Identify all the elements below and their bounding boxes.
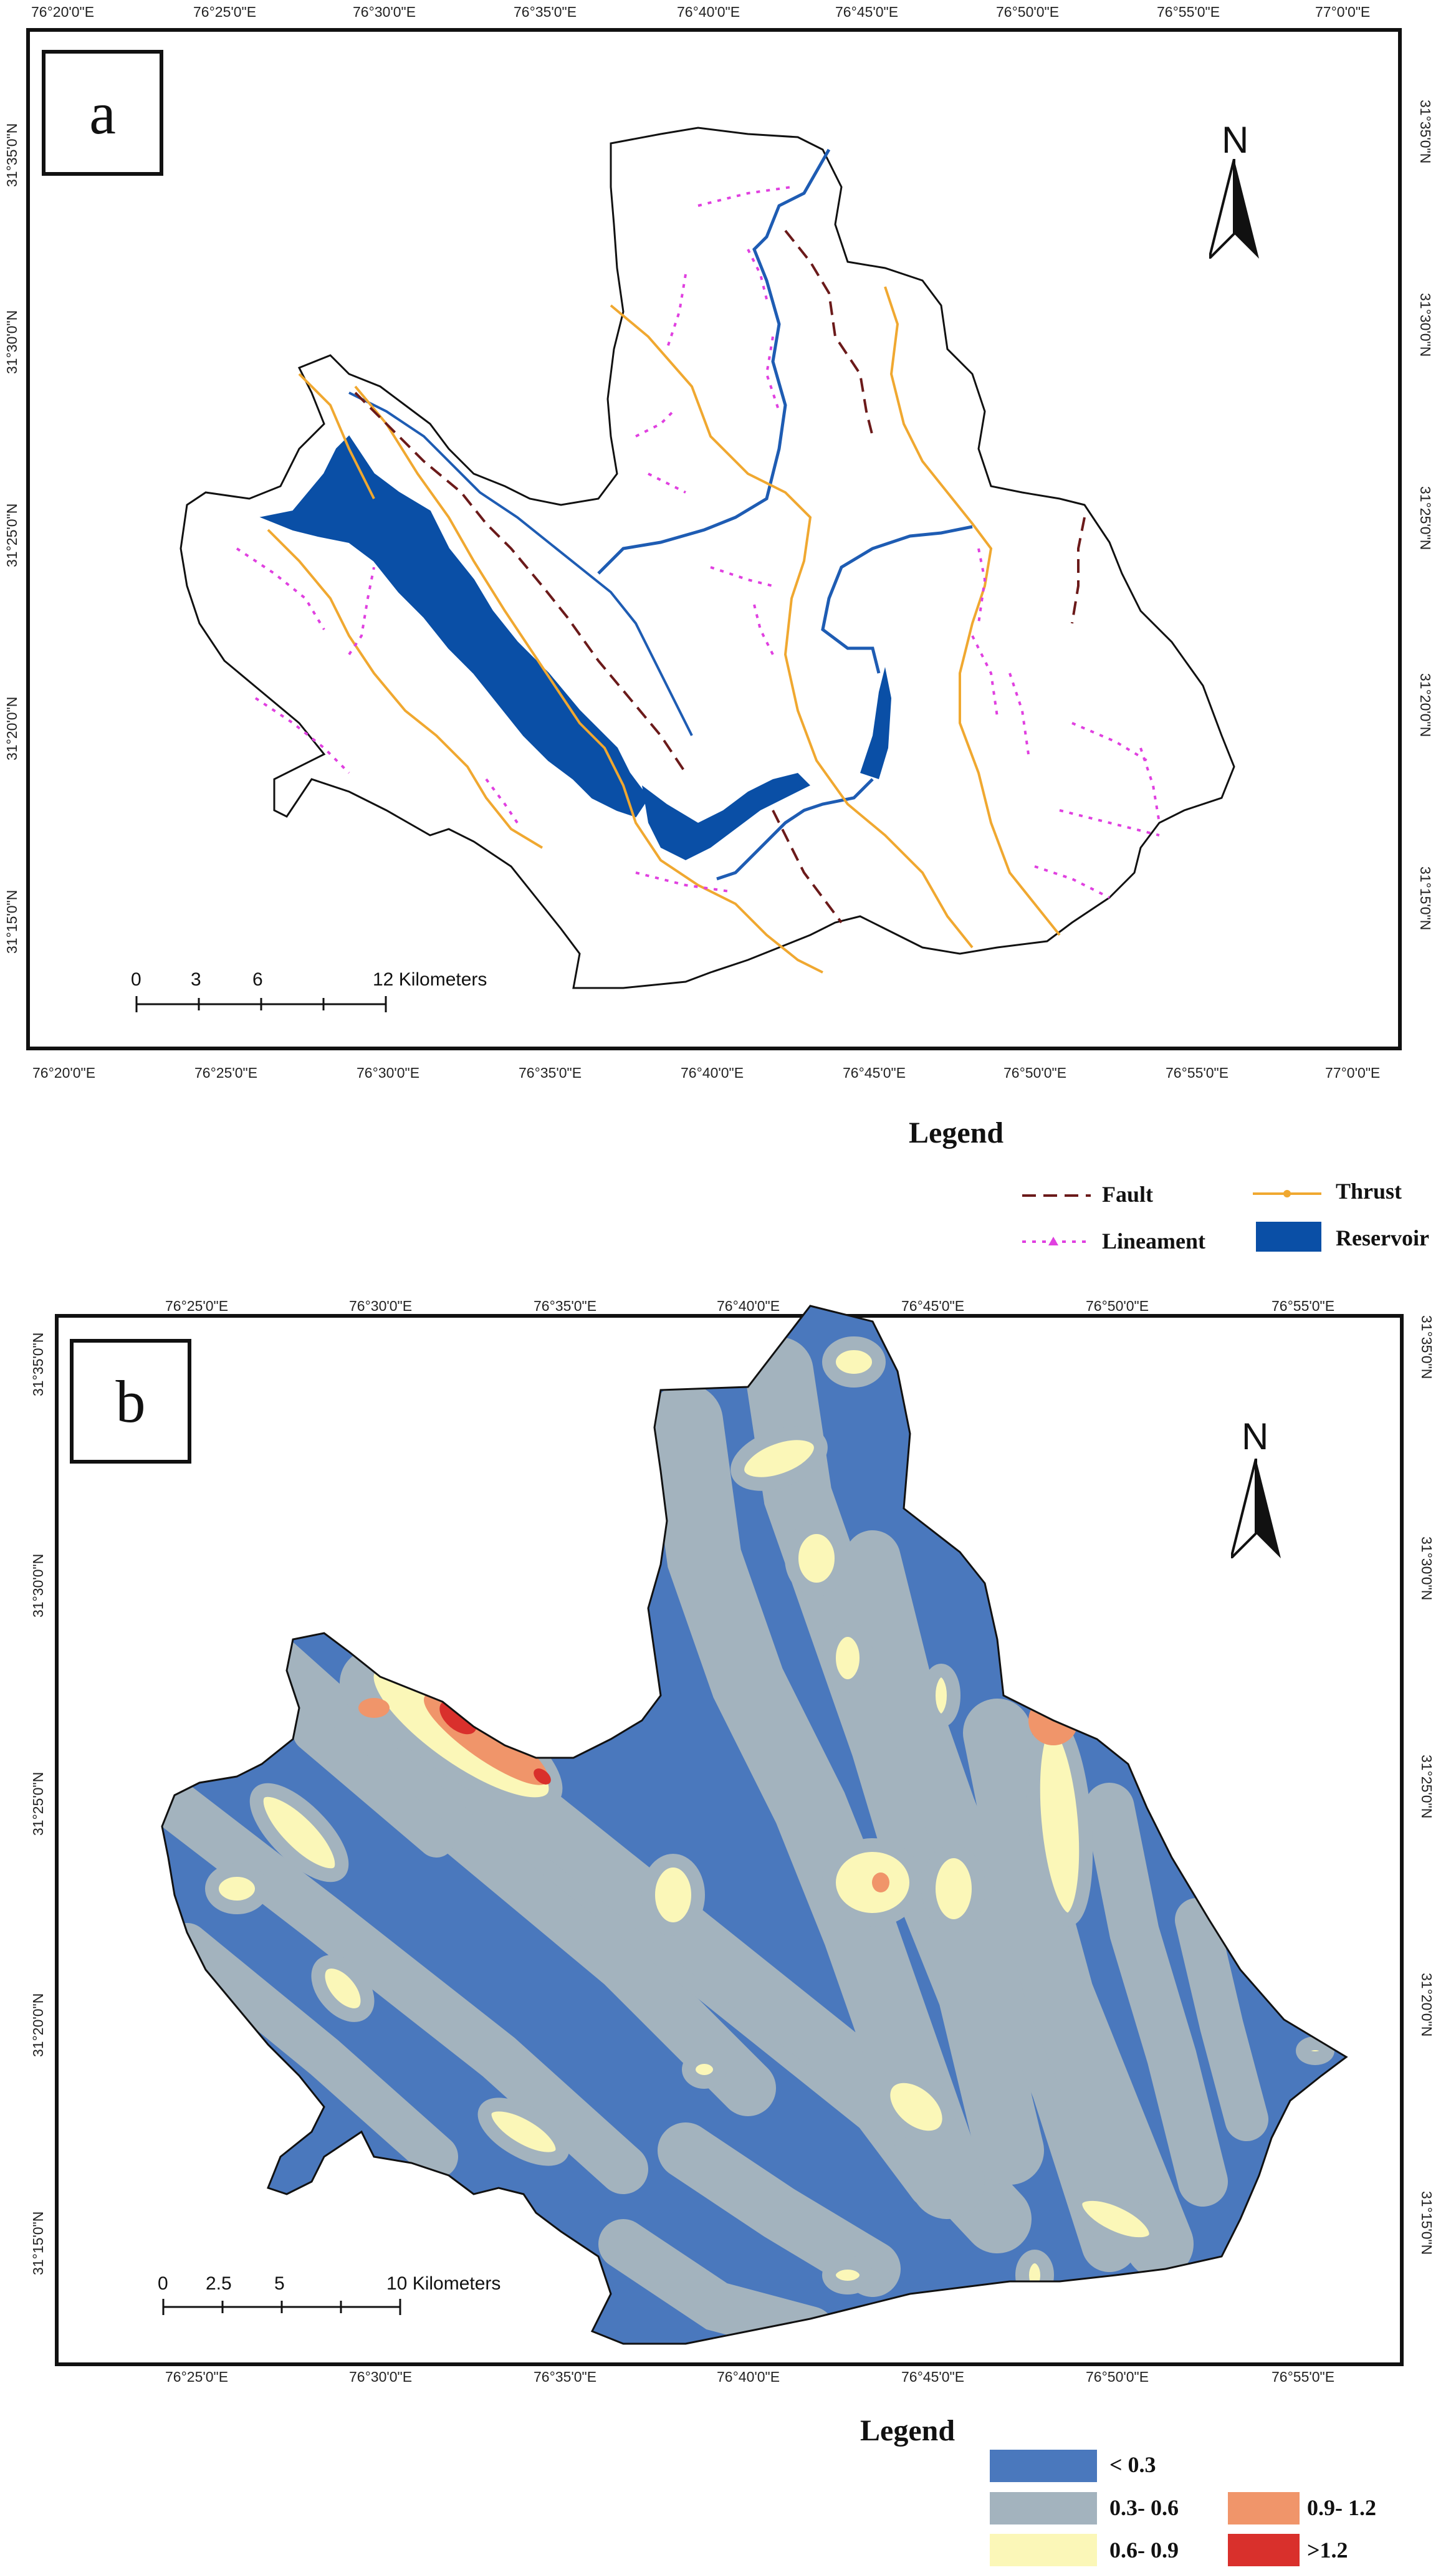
river-line	[348, 391, 693, 736]
lon-tick: 76°35'0"E	[534, 2369, 597, 2385]
panel-a-label: a	[42, 50, 163, 176]
fault-legend-icon	[1022, 1194, 1091, 1197]
lon-tick: 76°30'0"E	[349, 2369, 413, 2385]
legend-item-label: Fault	[1102, 1182, 1154, 1207]
north-label: N	[1222, 119, 1249, 161]
legend-item-label: 0.9- 1.2	[1307, 2495, 1376, 2520]
legend-swatch	[1228, 2534, 1300, 2566]
lon-tick: 76°45'0"E	[901, 1298, 965, 1314]
lon-tick: 76°35'0"E	[534, 1298, 597, 1314]
legend-swatch	[1228, 2492, 1300, 2524]
lon-tick: 76°40'0"E	[717, 1298, 780, 1314]
thrust-lines	[267, 286, 1061, 974]
lon-tick: 76°50'0"E	[1086, 2369, 1149, 2385]
reservoir-shape	[860, 667, 891, 779]
map-b-frame	[55, 1314, 1404, 2366]
north-arrow-icon	[1231, 1459, 1281, 1558]
lon-tick: 76°55'0"E	[1272, 2369, 1335, 2385]
legend-title: Legend	[909, 1116, 1004, 1149]
lon-tick: 76°45'0"E	[843, 1065, 906, 1081]
lon-tick: 76°45'0"E	[835, 4, 899, 20]
lon-tick: 76°50'0"E	[1086, 1298, 1149, 1314]
legend-swatch	[990, 2492, 1097, 2524]
class-gt-1.2-area	[439, 1700, 551, 1785]
scale-label: 0	[131, 969, 141, 990]
legend-item-label: >1.2	[1307, 2538, 1348, 2563]
lon-tick: 76°40'0"E	[717, 2369, 780, 2385]
lon-tick: 76°25'0"E	[193, 4, 257, 20]
lon-tick: 76°50'0"E	[1003, 1065, 1067, 1081]
legend-item-label: 0.6- 0.9	[1109, 2538, 1179, 2563]
scale-label: 3	[191, 969, 201, 990]
legend-swatch	[990, 2450, 1097, 2482]
legend-item-label: < 0.3	[1109, 2452, 1156, 2477]
north-arrow-icon	[1209, 159, 1259, 259]
lon-tick: 76°55'0"E	[1157, 4, 1220, 20]
catchment-boundary	[180, 127, 1235, 989]
legend-item-label: 0.3- 0.6	[1109, 2495, 1179, 2520]
class-0.6-0.9-area	[205, 1336, 1334, 2301]
reservoir-legend-swatch	[1256, 1222, 1321, 1252]
scale-bar	[135, 996, 387, 1012]
lon-tick: 77°0'0"E	[1315, 4, 1371, 20]
lon-tick: 76°20'0"E	[31, 4, 95, 20]
legend-swatch	[990, 2534, 1097, 2566]
reservoir-shape	[642, 773, 810, 860]
lon-tick: 76°30'0"E	[349, 1298, 413, 1314]
legend-title: Legend	[860, 2414, 956, 2447]
lon-tick: 76°55'0"E	[1272, 1298, 1335, 1314]
panel-b-label: b	[70, 1339, 191, 1464]
legend-item-label: Thrust	[1336, 1179, 1402, 1204]
lon-tick: 76°45'0"E	[901, 2369, 965, 2385]
thrust-legend-icon	[1253, 1190, 1321, 1197]
north-label: N	[1242, 1416, 1269, 1457]
map-a-frame	[26, 28, 1402, 1050]
scale-bar	[162, 2299, 401, 2315]
scale-label: 5	[274, 2273, 285, 2294]
lon-tick: 76°35'0"E	[519, 1065, 582, 1081]
lon-tick: 76°40'0"E	[677, 4, 740, 20]
lon-tick: 76°25'0"E	[194, 1065, 258, 1081]
lon-tick: 76°40'0"E	[681, 1065, 744, 1081]
lon-tick: 76°35'0"E	[514, 4, 577, 20]
scale-label: 10 Kilometers	[386, 2273, 501, 2294]
river-line	[597, 148, 831, 575]
lon-tick: 77°0'0"E	[1325, 1065, 1381, 1081]
lon-tick: 76°20'0"E	[32, 1065, 96, 1081]
scale-label: 0	[158, 2273, 168, 2294]
lon-tick: 76°30'0"E	[353, 4, 416, 20]
lon-tick: 76°25'0"E	[165, 2369, 229, 2385]
scale-label: 2.5	[206, 2273, 232, 2294]
catchment-boundary	[161, 1305, 1348, 2345]
lineament-lines	[236, 186, 1161, 899]
lon-tick: 76°50'0"E	[996, 4, 1060, 20]
river-line	[821, 525, 973, 674]
lon-tick: 76°25'0"E	[165, 1298, 229, 1314]
legend-item-label: Reservoir	[1336, 1225, 1429, 1250]
scale-label: 12 Kilometers	[373, 969, 487, 990]
lon-tick: 76°30'0"E	[357, 1065, 420, 1081]
lon-tick: 76°55'0"E	[1166, 1065, 1229, 1081]
scale-label: 6	[252, 969, 263, 990]
legend-item-label: Lineament	[1102, 1229, 1205, 1254]
fault-lines	[354, 229, 1086, 924]
lineament-legend-icon	[1022, 1237, 1091, 1245]
